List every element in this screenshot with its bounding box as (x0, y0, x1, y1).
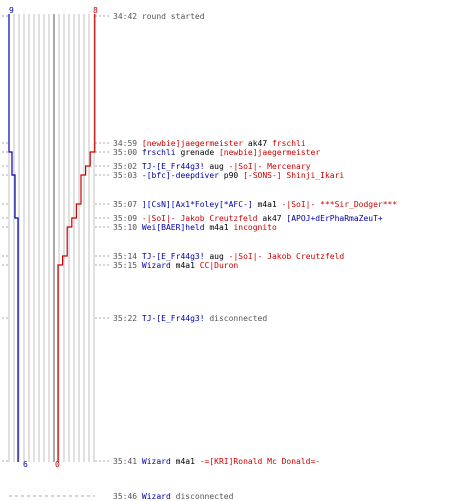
event-text: p90 (218, 171, 244, 180)
event-text: ak47 (243, 139, 272, 148)
event-time: 35:02 (113, 162, 142, 171)
event-text: Wizard (141, 492, 171, 501)
event-text: -|SoI|- Jakob Creutzfeld (228, 252, 345, 261)
event-text: [newbie]jaegermeister (141, 139, 244, 148)
event-text: ][CsN][Ax1*Foley[*AFC-] (141, 200, 253, 209)
event-text: incognito (233, 223, 277, 232)
event-time: 35:09 (113, 214, 142, 223)
blue-team-end-count: 6 (23, 460, 28, 469)
blue-team-alive-line (8, 14, 19, 462)
event-text: -|SoI|- ***Sir_Dodger*** (281, 200, 398, 209)
event-text: [APOJ+dErPhaRmaZeuT+ (286, 214, 383, 223)
event-time: 34:42 (113, 12, 142, 21)
event-time: 35:03 (113, 171, 142, 180)
event-row: 35:41 Wizard m4a1 -=[KRI]Ronald Mc Donal… (113, 457, 320, 466)
red-team-end-count: 0 (55, 460, 60, 469)
event-text: TJ-[E_Fr44g3! (141, 162, 205, 171)
event-row: 34:59 [newbie]jaegermeister ak47 frschli (113, 139, 306, 148)
event-row: 35:09 -|SoI|- Jakob Creutzfeld ak47 [APO… (113, 214, 383, 223)
event-text: CC|Duron (199, 261, 239, 270)
event-row: 35:46 Wizard disconnected (113, 492, 233, 501)
event-text: m4a1 (252, 200, 282, 209)
event-text: [newbie]jaegermeister (218, 148, 321, 157)
event-text: ak47 (257, 214, 287, 223)
event-text: -[bfc]-deepdiver (141, 171, 219, 180)
event-text: -|SoI|- Mercenary (228, 162, 311, 171)
event-row: 35:15 Wizard m4a1 CC|Duron (113, 261, 238, 270)
event-time: 35:00 (113, 148, 142, 157)
red-team-start-count: 8 (93, 6, 98, 15)
event-text: aug (204, 252, 229, 261)
event-text: aug (204, 162, 229, 171)
event-text: Wizard (141, 261, 171, 270)
event-text: m4a1 (170, 261, 200, 270)
event-text: frschli (141, 148, 176, 157)
event-row: 35:07 ][CsN][Ax1*Foley[*AFC-] m4a1 -|SoI… (113, 200, 397, 209)
event-row: 35:22 TJ-[E_Fr44g3! disconnected (113, 314, 267, 323)
red-team-alive-line (57, 14, 96, 462)
event-text: -|SoI|- Jakob Creutzfeld (141, 214, 258, 223)
event-text: -=[KRI]Ronald Mc Donald=- (199, 457, 321, 466)
event-time: 35:10 (113, 223, 142, 232)
event-row: 35:00 frschli grenade [newbie]jaegermeis… (113, 148, 320, 157)
event-row: 35:14 TJ-[E_Fr44g3! aug -|SoI|- Jakob Cr… (113, 252, 344, 261)
event-text: m4a1 (170, 457, 200, 466)
event-text: frschli (271, 139, 306, 148)
event-text: TJ-[E_Fr44g3! (141, 252, 205, 261)
event-text: Wizard (141, 457, 171, 466)
event-text: grenade (175, 148, 219, 157)
event-text: Wei[BAER]held (141, 223, 205, 232)
event-row: 34:42 round started (113, 12, 205, 21)
event-text: m4a1 (204, 223, 234, 232)
event-time: 35:15 (113, 261, 142, 270)
event-text: disconnected (170, 492, 234, 501)
event-text: disconnected (204, 314, 268, 323)
event-row: 35:02 TJ-[E_Fr44g3! aug -|SoI|- Mercenar… (113, 162, 311, 171)
event-row: 35:03 -[bfc]-deepdiver p90 [-SONS-] Shin… (113, 171, 344, 180)
event-text: round started (141, 12, 205, 21)
event-time: 35:46 (113, 492, 142, 501)
blue-team-start-count: 9 (9, 6, 14, 15)
event-time: 35:22 (113, 314, 142, 323)
event-text: TJ-[E_Fr44g3! (141, 314, 205, 323)
event-row: 35:10 Wei[BAER]held m4a1 incognito (113, 223, 277, 232)
event-time: 34:59 (113, 139, 142, 148)
event-text: [-SONS-] Shinji_Ikari (243, 171, 345, 180)
event-time: 35:14 (113, 252, 142, 261)
event-time: 35:41 (113, 457, 142, 466)
event-time: 35:07 (113, 200, 142, 209)
